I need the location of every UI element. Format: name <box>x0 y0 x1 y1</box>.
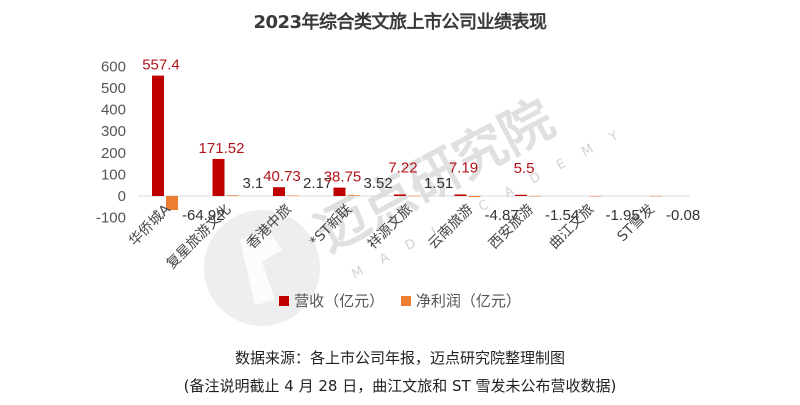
net-profit-bar <box>408 195 420 197</box>
legend-label-net-profit: 净利润（亿元） <box>415 292 521 310</box>
y-tick-label: 300 <box>101 123 126 140</box>
y-tick-label: 500 <box>101 80 126 97</box>
x-category-label: *ST新联 <box>307 202 355 250</box>
revenue-bar <box>273 187 285 196</box>
net-profit-bar <box>468 196 481 198</box>
revenue-value-label: 38.75 <box>324 169 362 186</box>
net-profit-bar <box>287 195 299 197</box>
net-profit-bar <box>589 196 602 197</box>
revenue-bar <box>454 194 467 196</box>
x-category-label: 华侨城A <box>126 201 174 249</box>
revenue-bar <box>515 194 527 196</box>
data-source-text: 数据来源：各上市公司年报，迈点研究院整理制图 <box>234 349 565 367</box>
revenue-value-label: 171.52 <box>199 140 245 157</box>
revenue-value-label: 40.73 <box>263 168 301 185</box>
net-profit-value-label: -4.87 <box>485 207 519 224</box>
revenue-swatch-icon <box>279 295 290 306</box>
net-profit-value-label: -1.54 <box>545 207 579 224</box>
y-tick-label: 400 <box>101 102 126 119</box>
net-profit-value-label: -1.95 <box>606 207 640 224</box>
net-profit-swatch-icon <box>400 295 411 306</box>
revenue-value-label: 7.19 <box>449 159 478 176</box>
net-profit-value-label: 3.1 <box>243 175 264 192</box>
legend-label-revenue: 营收（亿元） <box>294 292 385 310</box>
footnote-text: (备注说明截止 4 月 28 日，曲江文旅和 ST 雪发未公布营收数据) <box>183 377 617 395</box>
y-tick-label: -100 <box>96 210 126 227</box>
revenue-bar <box>394 194 406 196</box>
net-profit-bar <box>650 196 662 197</box>
net-profit-bar <box>166 196 178 211</box>
x-category-label: 云南旅游 <box>425 202 476 253</box>
net-profit-bar <box>529 196 541 197</box>
legend-item-net-profit: 净利润（亿元） <box>400 290 521 311</box>
x-category-label: 祥源文旅 <box>365 202 416 253</box>
net-profit-bar <box>226 195 239 196</box>
y-tick-label: 200 <box>101 145 126 162</box>
revenue-value-label: 7.22 <box>388 159 417 176</box>
revenue-value-label: 5.5 <box>514 160 535 177</box>
chart-title: 2023年综合类文旅上市公司业绩表现 <box>253 12 547 33</box>
revenue-bar <box>152 75 164 196</box>
net-profit-bar <box>347 195 360 196</box>
net-profit-value-label: 3.52 <box>364 175 393 192</box>
y-tick-label: 0 <box>118 188 126 205</box>
revenue-bar <box>333 187 346 196</box>
legend-item-revenue: 营收（亿元） <box>279 290 384 311</box>
net-profit-value-label: -0.08 <box>666 207 700 224</box>
net-profit-value-label: 1.51 <box>424 175 453 192</box>
chart-legend: 营收（亿元） 净利润（亿元） <box>0 290 800 311</box>
y-tick-label: 100 <box>101 166 126 183</box>
net-profit-value-label: -64.92 <box>182 207 225 224</box>
x-category-label: 香港中旅 <box>244 202 295 253</box>
y-tick-label: 600 <box>101 58 126 75</box>
net-profit-value-label: 2.17 <box>303 175 332 192</box>
revenue-bar <box>212 158 225 196</box>
revenue-value-label: 557.4 <box>142 57 180 74</box>
